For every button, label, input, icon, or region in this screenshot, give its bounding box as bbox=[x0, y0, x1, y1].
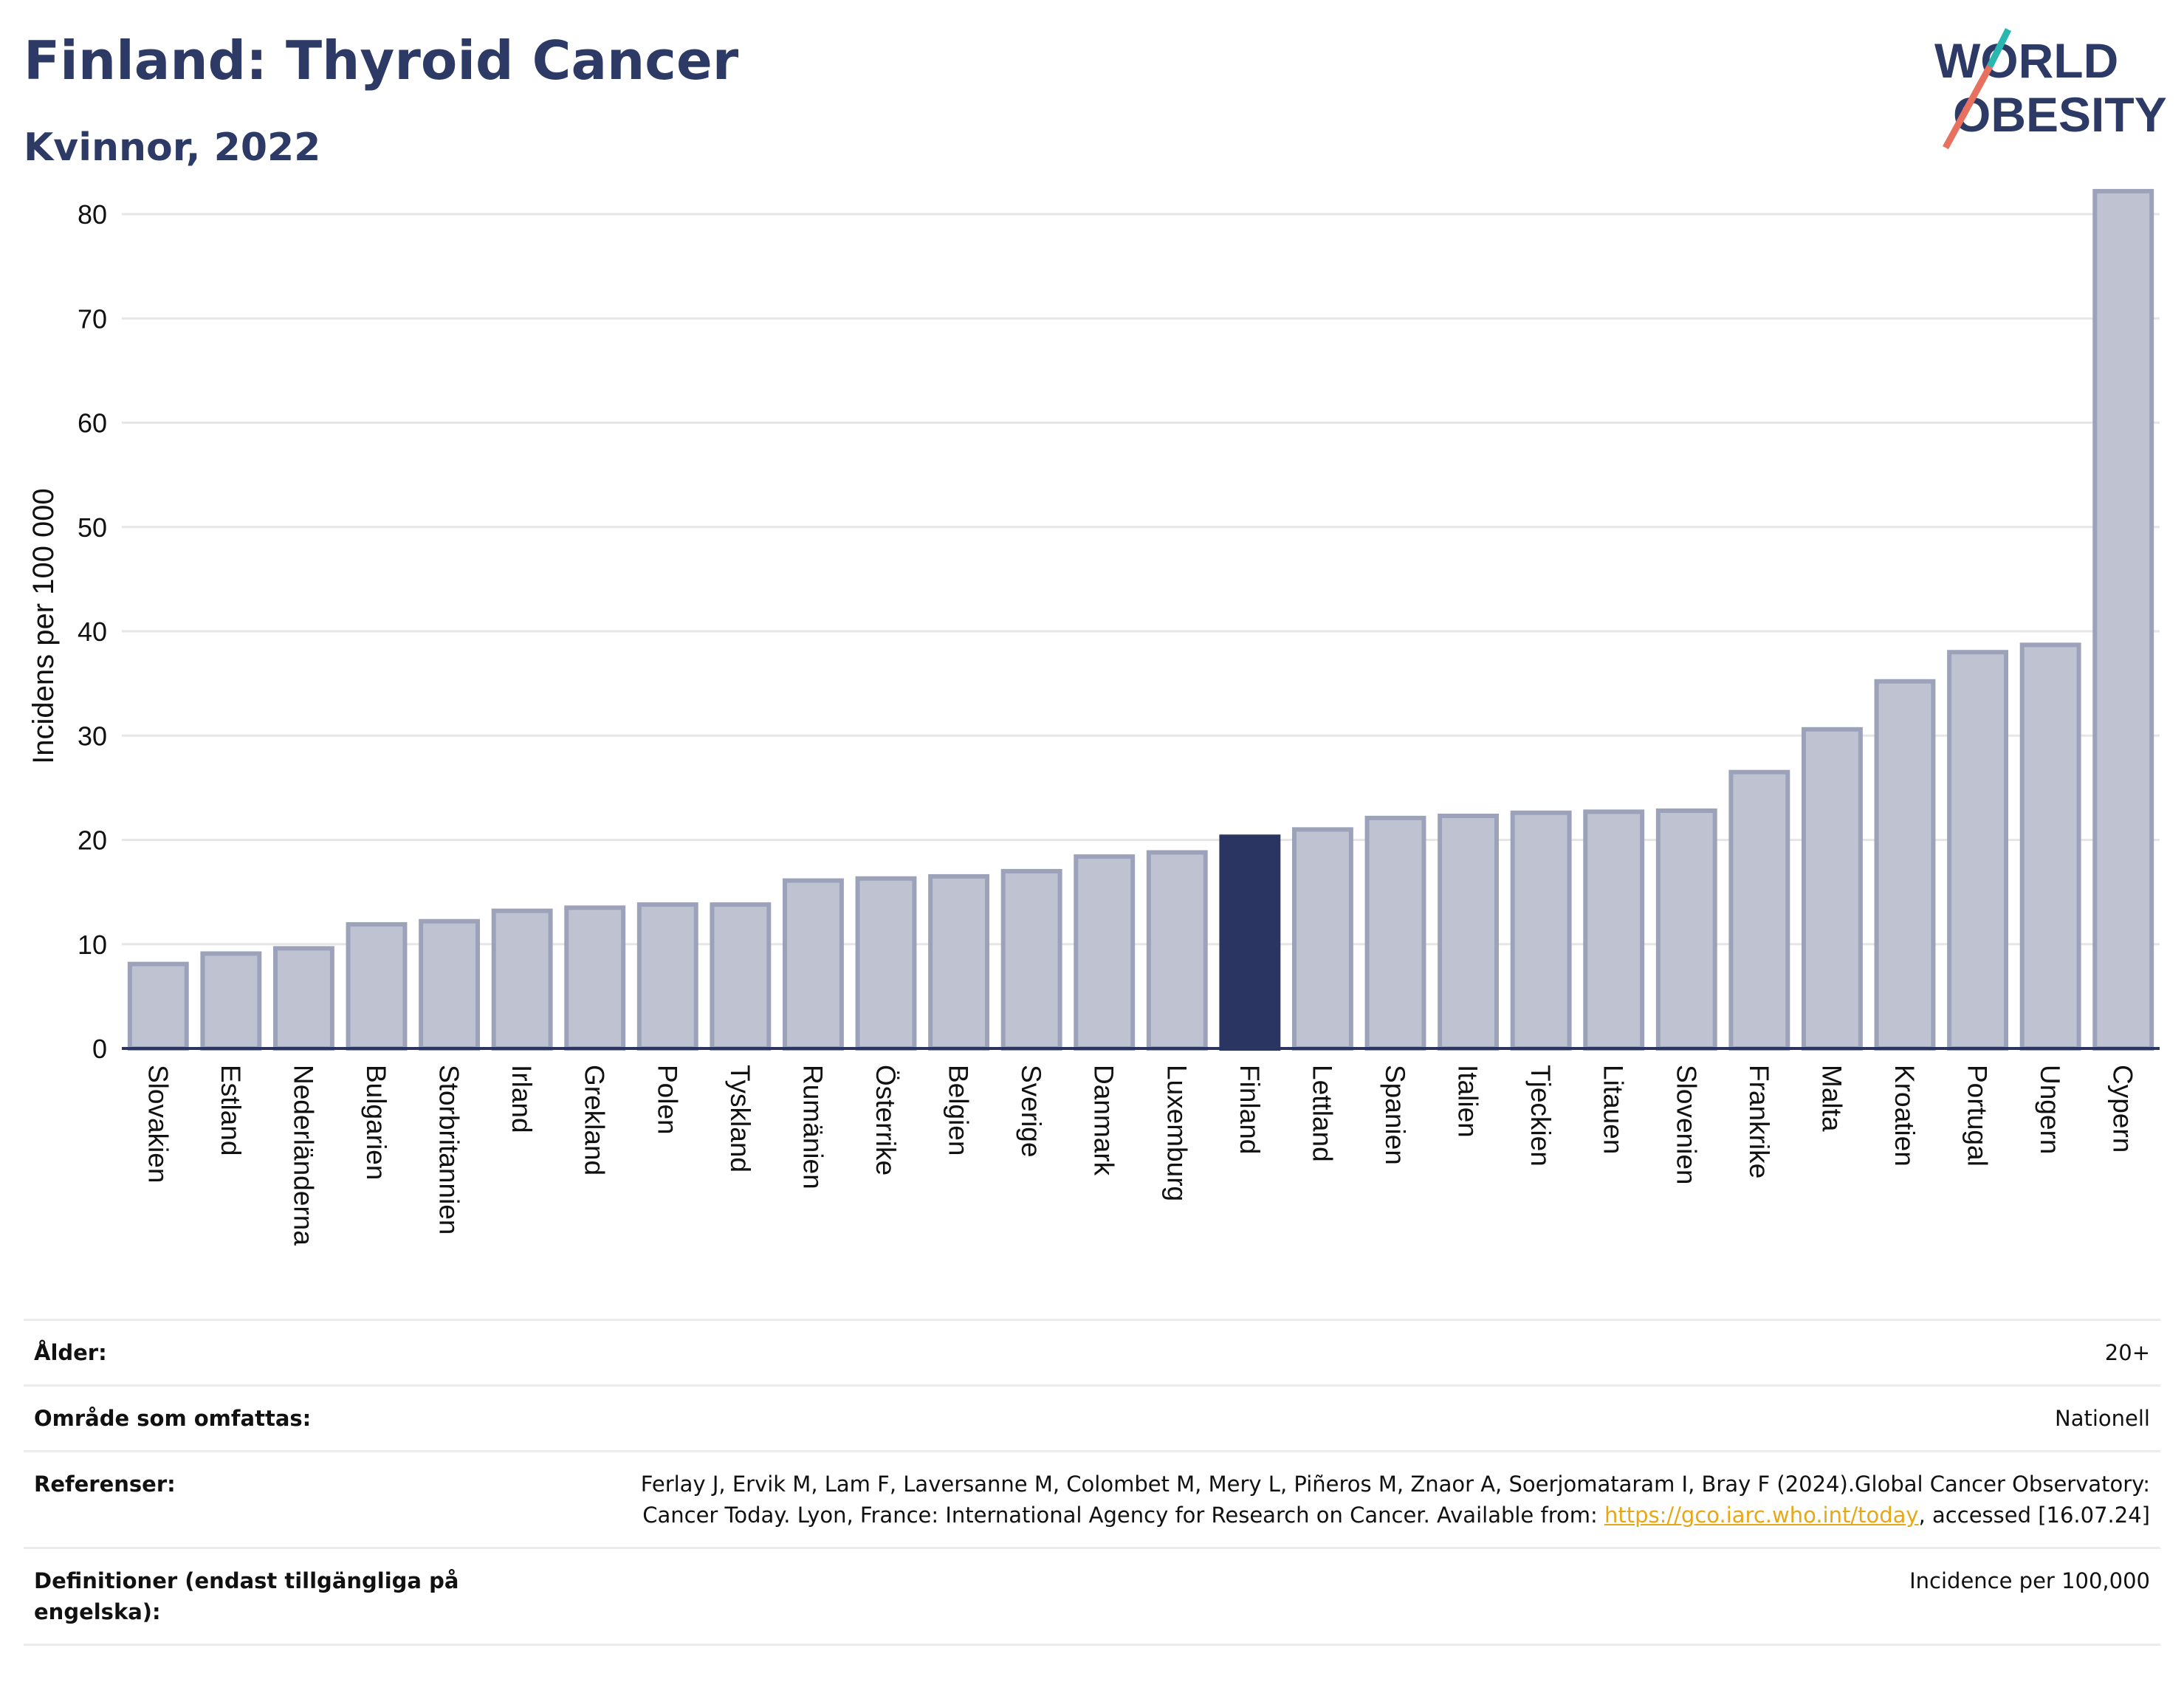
x-tick-label: Cypern bbox=[2108, 1065, 2138, 1153]
x-tick-label: Storbritannien bbox=[434, 1065, 464, 1235]
logo-line-1: WORLD bbox=[1934, 33, 2118, 88]
x-tick-label: Rumänien bbox=[797, 1065, 828, 1189]
metadata-row: Referenser: Ferlay J, Ervik M, Lam F, Lav… bbox=[24, 1450, 2160, 1547]
x-tick-label: Portugal bbox=[1962, 1065, 1993, 1167]
metadata-row: Ålder: 20+ bbox=[24, 1319, 2160, 1384]
bar-nederländerna bbox=[272, 946, 334, 1051]
y-tick-label: 50 bbox=[78, 512, 107, 543]
metadata-value: Incidence per 100,000 bbox=[1909, 1568, 2150, 1594]
y-tick-label: 40 bbox=[78, 617, 107, 647]
x-tick-label: Bulgarien bbox=[361, 1065, 391, 1180]
metadata-key: Ålder: bbox=[34, 1340, 107, 1365]
world-obesity-logo: WORLD OBESITY bbox=[1934, 27, 2167, 150]
bar-chart: 0 10 20 30 40 50 60 70 80 Slovakien Estland Nederl… bbox=[27, 188, 2160, 1246]
bar-polen bbox=[636, 902, 698, 1051]
bar-estland bbox=[200, 951, 262, 1051]
bar-grekland bbox=[564, 905, 626, 1051]
metadata-row: Definitioner (endast tillgängliga på eng… bbox=[24, 1547, 2160, 1647]
x-tick-label: Tjeckien bbox=[1525, 1065, 1556, 1167]
x-tick-label: Slovakien bbox=[142, 1065, 173, 1183]
bar-litauen bbox=[1583, 809, 1645, 1051]
metadata-key: Definitioner (endast tillgängliga på eng… bbox=[34, 1568, 459, 1625]
chart-bars bbox=[127, 188, 2154, 1051]
bar-danmark bbox=[1074, 854, 1136, 1051]
y-tick-label: 60 bbox=[78, 408, 107, 439]
y-tick-label: 80 bbox=[78, 199, 107, 230]
page-title: Finland: Thyroid Cancer bbox=[24, 30, 739, 92]
y-tick-label: 70 bbox=[78, 303, 107, 334]
x-tick-label: Slovenien bbox=[1671, 1065, 1701, 1185]
y-tick-label: 20 bbox=[78, 825, 107, 856]
x-tick-label: Tyskland bbox=[725, 1065, 755, 1173]
x-tick-label: Finland bbox=[1234, 1065, 1265, 1154]
page-subtitle: Kvinnor, 2022 bbox=[24, 126, 321, 170]
metadata-value: 20+ bbox=[2104, 1340, 2150, 1365]
x-tick-label: Frankrike bbox=[1744, 1065, 1774, 1178]
y-tick-label: 0 bbox=[92, 1034, 107, 1064]
bar-bulgarien bbox=[346, 921, 408, 1051]
bar-frankrike bbox=[1728, 769, 1790, 1051]
bar-ungern bbox=[2019, 642, 2081, 1051]
metadata-value: Nationell bbox=[2055, 1406, 2150, 1432]
reference-link[interactable]: https://gco.iarc.who.int/today bbox=[1604, 1503, 1919, 1528]
bar-storbritannien bbox=[419, 919, 481, 1051]
x-tick-label: Irland bbox=[506, 1065, 537, 1133]
bar-malta bbox=[1801, 727, 1863, 1051]
bar-österrike bbox=[855, 876, 917, 1051]
x-tick-label: Kroatien bbox=[1889, 1065, 1920, 1167]
bar-belgien bbox=[928, 873, 990, 1051]
y-axis-label: Incidens per 100 000 bbox=[27, 488, 60, 764]
x-tick-label: Malta bbox=[1816, 1065, 1847, 1132]
y-tick-labels: 0 10 20 30 40 50 60 70 80 bbox=[78, 199, 107, 1064]
logo-slash-red bbox=[1943, 64, 1993, 150]
bar-slovakien bbox=[127, 961, 189, 1051]
x-tick-label: Lettland bbox=[1307, 1065, 1337, 1162]
x-tick-label: Estland bbox=[216, 1065, 246, 1156]
y-tick-label: 30 bbox=[78, 721, 107, 751]
bar-slovenien bbox=[1655, 808, 1717, 1051]
metadata-key: Område som omfattas: bbox=[34, 1406, 312, 1432]
metadata-key: Referenser: bbox=[34, 1472, 176, 1497]
x-tick-label: Italien bbox=[1453, 1065, 1483, 1138]
x-tick-label: Sverige bbox=[1016, 1065, 1046, 1157]
x-tick-label: Danmark bbox=[1089, 1065, 1119, 1176]
bar-kroatien bbox=[1874, 679, 1936, 1051]
x-tick-label: Nederländerna bbox=[288, 1065, 318, 1246]
metadata-row: Område som omfattas: Nationell bbox=[24, 1384, 2160, 1450]
bar-tyskland bbox=[710, 902, 772, 1051]
x-tick-label: Polen bbox=[652, 1065, 682, 1135]
bar-portugal bbox=[1947, 650, 2009, 1051]
logo-slash-teal bbox=[1986, 27, 2012, 69]
bar-rumänien bbox=[782, 878, 844, 1051]
bar-spanien bbox=[1364, 815, 1426, 1051]
metadata-value: Ferlay J, Ervik M, Lam F, Laversanne M, … bbox=[640, 1472, 2150, 1528]
logo-line-2: OBESITY bbox=[1953, 87, 2167, 142]
bar-cypern bbox=[2092, 188, 2154, 1051]
bar-tjeckien bbox=[1510, 810, 1572, 1051]
bar-finland bbox=[1219, 834, 1281, 1051]
x-tick-labels: Slovakien Estland Nederländerna Bulgarien St… bbox=[142, 1065, 2137, 1246]
x-tick-label: Spanien bbox=[1380, 1065, 1410, 1165]
metadata-table: Ålder: 20+ Område som omfattas: Nationell Re… bbox=[24, 1319, 2160, 1647]
x-tick-label: Litauen bbox=[1598, 1065, 1629, 1154]
x-tick-label: Luxemburg bbox=[1161, 1065, 1192, 1201]
bar-lettland bbox=[1291, 827, 1353, 1051]
x-tick-label: Ungern bbox=[2035, 1065, 2065, 1154]
bar-irland bbox=[491, 908, 553, 1051]
bar-luxemburg bbox=[1146, 850, 1208, 1051]
x-tick-label: Belgien bbox=[944, 1065, 974, 1156]
bar-italien bbox=[1438, 814, 1500, 1051]
y-tick-label: 10 bbox=[78, 930, 107, 960]
x-tick-label: Österrike bbox=[870, 1065, 901, 1175]
bar-sverige bbox=[1000, 868, 1062, 1051]
x-tick-label: Grekland bbox=[580, 1065, 610, 1175]
